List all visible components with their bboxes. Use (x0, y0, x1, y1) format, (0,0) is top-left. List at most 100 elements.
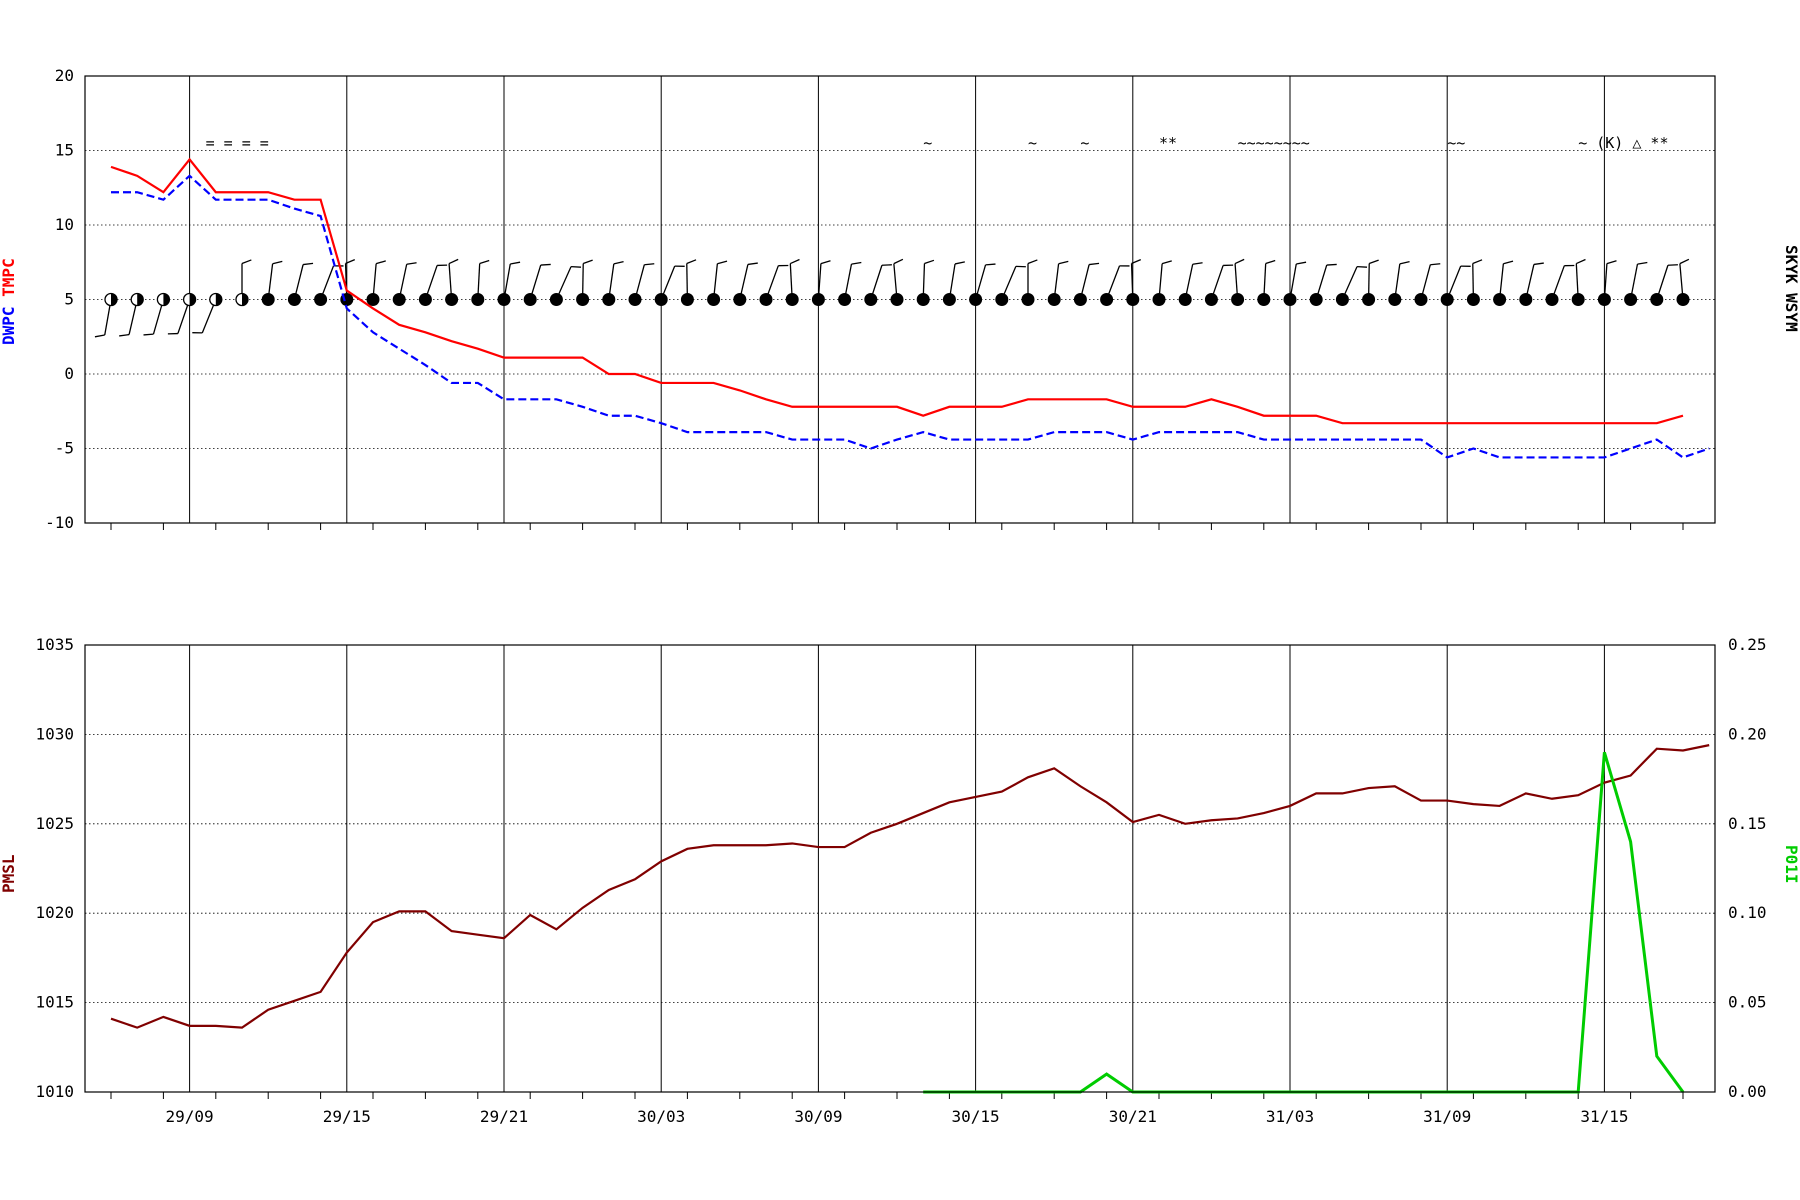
top-frame (84, 75, 1716, 524)
sky-cover-overcast (890, 293, 904, 306)
sky-cover-overcast (445, 293, 459, 306)
wind-barb-flag (686, 259, 697, 265)
sky-cover-overcast (1493, 293, 1507, 306)
y-tick-label: 0 (64, 364, 74, 383)
sky-cover-overcast (969, 293, 983, 306)
wind-barb-flag (540, 263, 551, 266)
weather-symbol: ** (1159, 134, 1177, 152)
sky-cover-overcast (1676, 293, 1690, 306)
sky-cover-overcast (392, 293, 406, 306)
sky-cover-overcast (1650, 293, 1664, 306)
top-y-axis: 20 15 10 5 0 -5 -10 (45, 66, 74, 532)
sky-cover-overcast (995, 293, 1009, 306)
x-tick-label: 31/09 (1423, 1107, 1471, 1126)
wind-barb-flag (303, 262, 314, 266)
line-dwpc (111, 174, 1710, 459)
y-tick-label: 1035 (35, 635, 74, 654)
wind-barb-flag (1131, 259, 1142, 265)
sky-cover-overcast (1257, 293, 1271, 306)
weather-symbol: ~~ (1447, 134, 1465, 152)
wind-barb-flag (851, 261, 862, 265)
y2-tick-label: 0.20 (1728, 724, 1767, 743)
x-tick-label: 30/21 (1109, 1107, 1157, 1126)
wind-barb-flag (241, 259, 252, 265)
wind-barb-flag (345, 259, 356, 265)
y-tick-label: 15 (55, 141, 74, 160)
sky-cover-overcast (1388, 293, 1402, 306)
sky-cover-fill (189, 293, 196, 306)
wind-barb-flag (644, 263, 655, 266)
x-tick-label: 29/15 (323, 1107, 371, 1126)
sky-cover-overcast (838, 293, 852, 306)
sky-cover-overcast (1335, 293, 1349, 306)
bottom-grid (85, 645, 1715, 1092)
y-tick-label: 1015 (35, 993, 74, 1012)
sky-cover-overcast (1466, 293, 1480, 306)
sky-cover-overcast (1571, 293, 1585, 306)
sky-cover-overcast (1021, 293, 1035, 306)
wind-barb-flag (375, 260, 386, 265)
wind-barb-flag (717, 260, 728, 265)
wind-barb-flag (820, 260, 831, 265)
line-pmsl (110, 744, 1710, 1029)
y-tick-label: -5 (55, 439, 74, 458)
wind-barb-flag (1027, 259, 1038, 265)
sky-cover-fill (242, 293, 249, 306)
sky-cover-overcast (942, 293, 956, 306)
wind-barb-flag (479, 259, 490, 265)
sky-cover-overcast (733, 293, 747, 306)
wind-barb-flag (510, 261, 521, 265)
sky-cover-fill (111, 293, 117, 306)
x-tick-label: 29/21 (480, 1107, 528, 1126)
wind-barb-flag (1533, 262, 1544, 266)
sky-cover-overcast (864, 293, 878, 306)
y2-tick-label: 0.10 (1728, 903, 1767, 922)
y-tick-label: -10 (45, 513, 74, 532)
wind-barb-flag (1606, 260, 1617, 265)
sky-cover-overcast (785, 293, 799, 306)
wind-barb-flag (1089, 262, 1100, 266)
wind-barb-flag (1296, 261, 1307, 265)
wind-barb-flag (119, 333, 130, 337)
bottom-x-axis: 29/09 29/15 29/21 30/03 30/09 30/15 30/21 31/03… (110, 1092, 1684, 1126)
wind-barb-flag (924, 259, 935, 265)
wind-barb-flag (1369, 259, 1379, 265)
wind-barb-flag (1326, 263, 1337, 266)
wind-barb-flag (143, 333, 154, 336)
y-tick-label: 1020 (35, 903, 74, 922)
sky-cover-overcast (654, 293, 668, 306)
sky-cover-overcast (576, 293, 590, 306)
wind-barb-flag (448, 258, 459, 265)
wind-barb-flag (1637, 261, 1648, 265)
x-tick-label: 30/09 (794, 1107, 842, 1126)
sky-cover-overcast (366, 293, 380, 306)
weather-symbol: ~ (1028, 134, 1037, 152)
dwpc-label: DWPC (0, 306, 18, 345)
sky-cover-overcast (287, 293, 301, 306)
wind-barb-flag (1503, 260, 1514, 265)
y2-tick-label: 0.00 (1728, 1082, 1767, 1101)
wind-barb-flag (893, 258, 904, 265)
sky-cover-overcast (1231, 293, 1245, 306)
wind-barb-flag (1265, 259, 1276, 265)
sky-cover-overcast (497, 293, 511, 306)
wind-barb-flag (1357, 265, 1368, 268)
wind-barb-flag (747, 262, 758, 266)
top-x-ticks (110, 523, 1684, 530)
weather-symbol: ~ (K) △ ** (1578, 134, 1668, 152)
wind-barb-flag (1234, 258, 1245, 265)
y2-tick-label: 0.25 (1728, 635, 1767, 654)
sky-cover-overcast (1047, 293, 1061, 306)
wind-barb-flag (1058, 260, 1069, 265)
sky-cover-overcast (1309, 293, 1323, 306)
wind-barb-flag (1576, 258, 1586, 265)
wind-barb-flag (985, 263, 996, 266)
y2-tick-label: 0.15 (1728, 814, 1767, 833)
line-tmpc (110, 157, 1684, 425)
x-tick-label: 30/15 (952, 1107, 1000, 1126)
wind-barb-flag (272, 260, 283, 265)
sky-cover-fill (137, 293, 144, 306)
x-tick-label: 30/03 (637, 1107, 685, 1126)
wind-barb-flag (1472, 259, 1483, 265)
